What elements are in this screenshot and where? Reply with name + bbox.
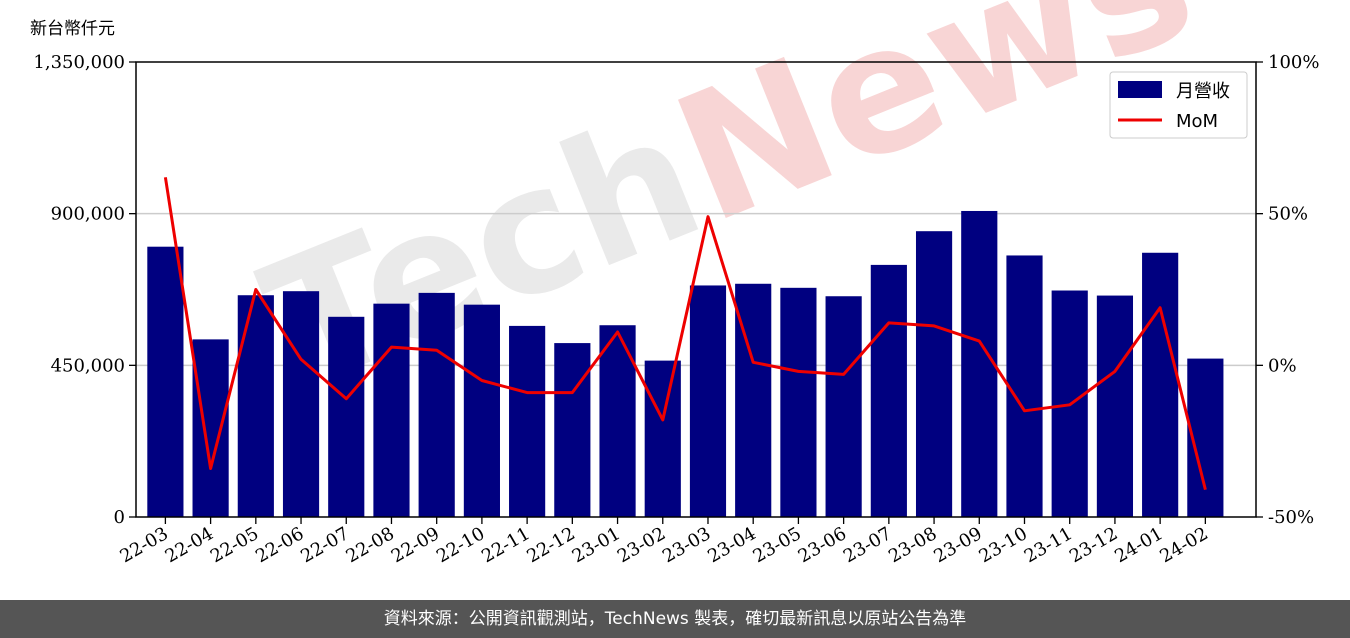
bar-22-12 (554, 343, 591, 517)
bar-22-04 (192, 339, 229, 517)
x-tick-label: 22-06 (252, 523, 307, 567)
x-tick-label: 22-04 (162, 523, 217, 567)
bar-23-02 (644, 360, 681, 517)
x-tick-label: 24-02 (1156, 523, 1211, 567)
bar-24-01 (1142, 252, 1179, 517)
y-axis-unit-label: 新台幣仟元 (30, 19, 115, 39)
y-right-tick-label: 100% (1268, 52, 1319, 73)
bar-23-12 (1096, 295, 1134, 517)
legend: 月營收 MoM (1109, 71, 1248, 139)
bar-23-09 (961, 210, 998, 517)
legend-bar-swatch (1118, 81, 1162, 98)
y-left-tick-label: 0 (114, 507, 125, 528)
x-tick-label: 22-12 (523, 523, 578, 567)
x-tick-label: 23-05 (749, 523, 804, 567)
bar-23-03 (689, 285, 727, 517)
mom-line-path (163, 177, 1207, 491)
x-tick-label: 22-03 (116, 523, 171, 567)
bar-22-08 (373, 303, 410, 517)
mom-line (163, 177, 1207, 491)
bar-22-05 (237, 295, 274, 517)
bar-23-08 (915, 231, 953, 517)
x-tick-label: 22-05 (207, 523, 262, 567)
y-left-tick-label: 1,350,000 (33, 52, 125, 73)
bar-22-09 (418, 292, 455, 517)
x-tick-label: 23-01 (569, 523, 624, 567)
x-tick-label: 23-09 (930, 523, 985, 567)
x-tick-label: 22-11 (478, 523, 533, 567)
bars (147, 210, 1224, 517)
bar-23-07 (870, 264, 907, 517)
source-footer: 資料來源：公開資訊觀測站，TechNews 製表，確切最新訊息以原站公告為準 (0, 600, 1350, 638)
x-tick-label: 22-07 (297, 523, 352, 567)
y-right-tick-label: -50% (1268, 507, 1314, 528)
bar-23-06 (825, 296, 862, 517)
y-left-tick-label: 900,000 (51, 204, 125, 225)
x-tick-label: 23-11 (1021, 523, 1076, 567)
chart: TechNews 0450,000900,0001,350,000-50%0%5… (33, 0, 1319, 567)
x-tick-label: 23-07 (840, 523, 895, 567)
x-tick-label: 22-10 (433, 523, 488, 567)
plot-frame (135, 61, 1257, 518)
x-tick-label: 23-04 (704, 523, 759, 567)
x-tick-label: 23-03 (659, 523, 714, 567)
bar-23-10 (1006, 255, 1043, 517)
x-tick-label: 24-01 (1111, 523, 1166, 567)
bar-22-10 (463, 304, 500, 517)
x-tick-label: 22-09 (388, 523, 443, 567)
legend-label-revenue: 月營收 (1176, 81, 1230, 102)
bar-22-11 (509, 325, 546, 517)
x-tick-label: 23-08 (885, 523, 940, 567)
x-tick-label: 23-12 (1066, 523, 1121, 567)
x-tick-label: 23-06 (795, 523, 850, 567)
bar-22-06 (282, 291, 320, 517)
y-right-tick-label: 50% (1268, 204, 1308, 225)
x-tick-label: 23-02 (614, 523, 669, 567)
bar-22-03 (147, 246, 184, 517)
legend-label-mom: MoM (1176, 111, 1218, 132)
bar-23-05 (780, 287, 817, 517)
bar-22-07 (328, 316, 365, 517)
y-left-tick-label: 450,000 (51, 355, 125, 376)
x-tick-label: 22-08 (343, 523, 398, 567)
y-right-tick-label: 0% (1268, 355, 1297, 376)
x-tick-label: 23-10 (976, 523, 1031, 567)
